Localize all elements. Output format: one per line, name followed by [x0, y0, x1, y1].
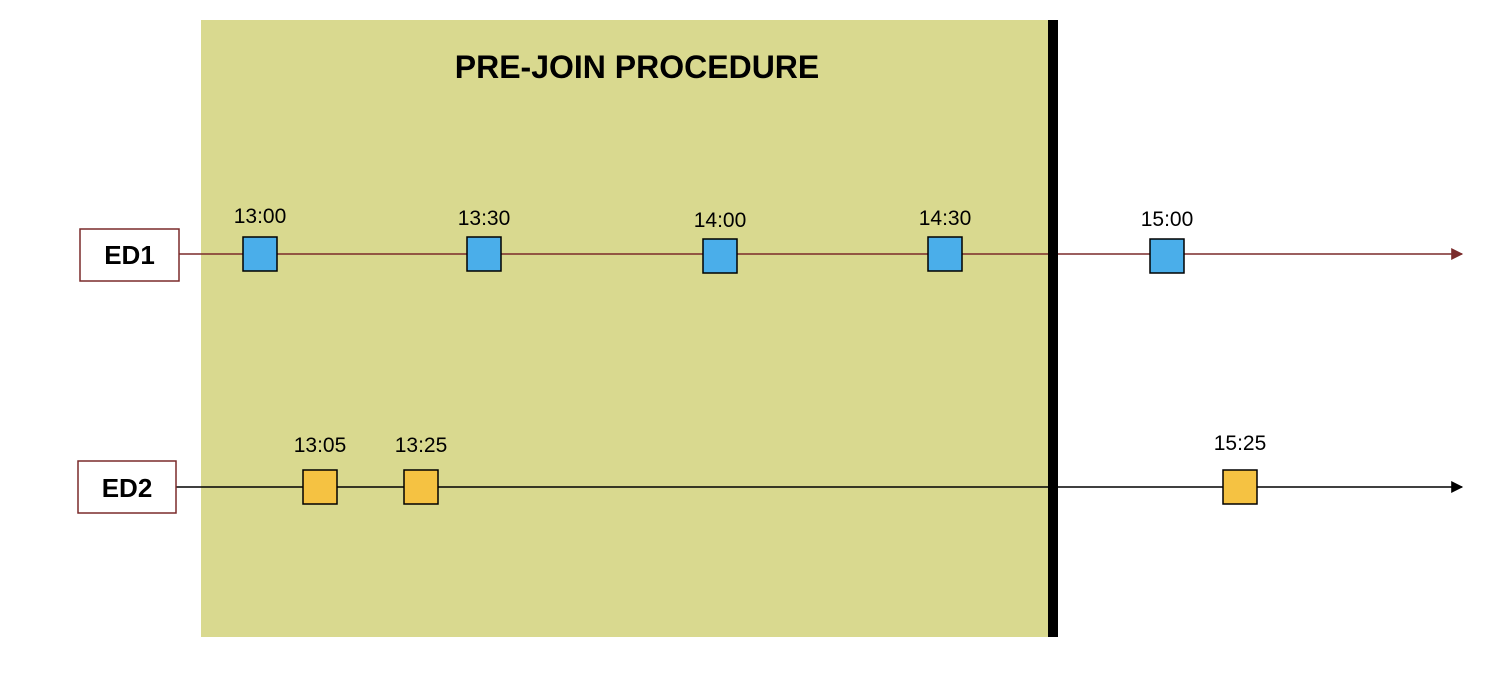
ed1-event-time-label: 14:00	[694, 209, 747, 232]
ed2-event-marker	[1222, 469, 1258, 505]
ed1-event-marker	[242, 236, 278, 272]
ed1-event-marker	[702, 238, 738, 274]
timeline-ed2: ED2 13:05 13:25 15:25	[77, 432, 1464, 514]
ed2-event-time-label: 13:25	[395, 434, 448, 457]
ed1-event-marker	[1149, 238, 1185, 274]
ed1-event-time-label: 15:00	[1141, 208, 1194, 231]
ed1-events: 13:00 13:30 14:00 14:30 15:00	[234, 205, 1194, 274]
ed1-event-marker	[927, 236, 963, 272]
pre-join-region	[201, 20, 1051, 637]
join-boundary-line	[1048, 20, 1058, 637]
ed1-event-time-label: 14:30	[919, 207, 972, 230]
ed2-events: 13:05 13:25 15:25	[294, 432, 1267, 505]
timeline-ed1: ED1 13:00 13:30 14:00 14:30 15:00	[79, 205, 1464, 282]
ed1-device-box	[79, 228, 180, 282]
ed2-event-marker	[403, 469, 439, 505]
ed1-event-marker	[466, 236, 502, 272]
ed2-device-box	[77, 460, 177, 514]
ed1-device-label: ED1	[104, 240, 155, 270]
ed2-event-marker	[302, 469, 338, 505]
ed1-event-time-label: 13:30	[458, 207, 511, 230]
ed2-event-time-label: 13:05	[294, 434, 347, 457]
ed2-event-time-label: 15:25	[1214, 432, 1267, 455]
ed1-event-time-label: 13:00	[234, 205, 287, 228]
pre-join-title: PRE-JOIN PROCEDURE	[455, 49, 820, 85]
ed2-device-label: ED2	[102, 473, 153, 503]
